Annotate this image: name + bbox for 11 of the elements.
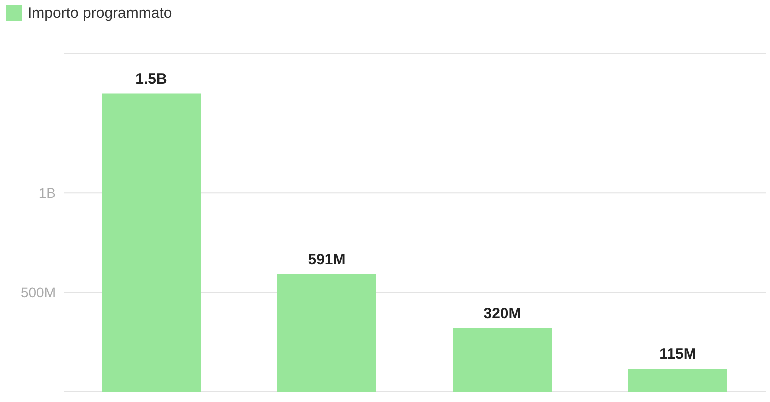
legend-label: Importo programmato — [28, 4, 172, 22]
bar — [102, 94, 201, 392]
bar — [628, 369, 728, 392]
text: 115M — [660, 346, 696, 364]
text: 320M — [484, 305, 522, 322]
text: 1.5B — [136, 70, 168, 88]
y-tick-label: 1B — [38, 185, 56, 202]
y-tick-label: 500M — [20, 284, 56, 301]
text: 591M — [308, 251, 346, 268]
bar — [278, 274, 376, 392]
bar — [453, 328, 552, 392]
